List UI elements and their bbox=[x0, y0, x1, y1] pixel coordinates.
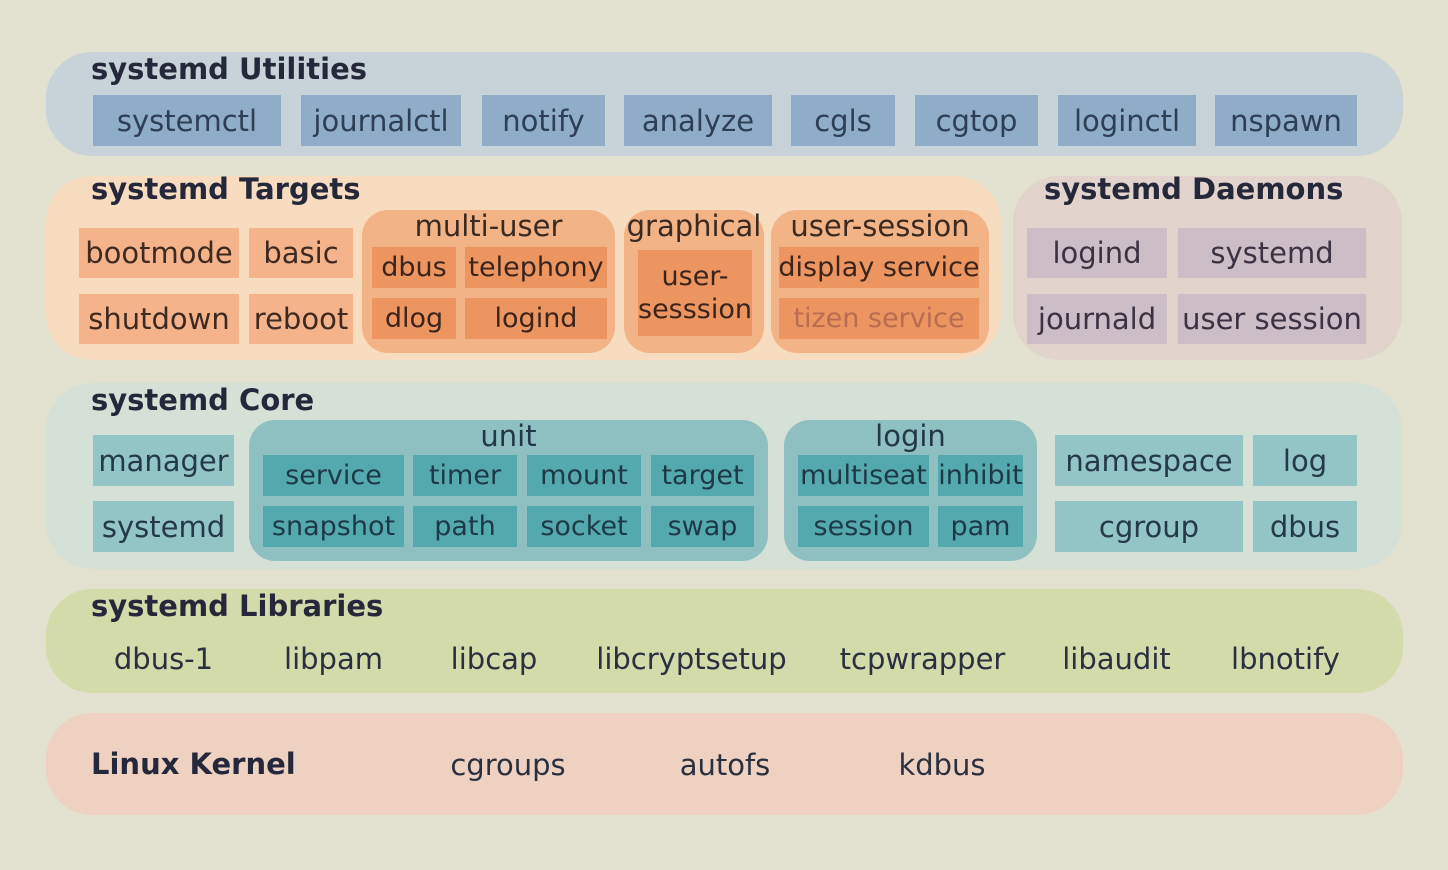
unit-swap: swap bbox=[651, 506, 754, 547]
multi-user-logind: logind bbox=[465, 298, 607, 339]
login-inhibit: inhibit bbox=[938, 455, 1023, 496]
user-session-display-service: display service bbox=[779, 247, 979, 288]
multi-user-dbus: dbus bbox=[372, 247, 456, 288]
utility-cgtop: cgtop bbox=[915, 95, 1038, 146]
core-log: log bbox=[1253, 435, 1357, 486]
target-reboot: reboot bbox=[249, 294, 353, 344]
user-session-tizen-service: tizen service bbox=[779, 298, 979, 339]
core-manager: manager bbox=[93, 435, 234, 486]
login-multiseat: multiseat bbox=[798, 455, 929, 496]
core-namespace: namespace bbox=[1055, 435, 1243, 486]
libraries-title: systemd Libraries bbox=[91, 589, 384, 623]
utility-nspawn: nspawn bbox=[1215, 95, 1357, 146]
core-systemd: systemd bbox=[93, 501, 234, 552]
unit-snapshot: snapshot bbox=[263, 506, 404, 547]
daemon-user-session: user session bbox=[1178, 294, 1366, 344]
library-libpam: libpam bbox=[284, 641, 383, 676]
unit-path: path bbox=[413, 506, 517, 547]
library-libcap: libcap bbox=[450, 641, 538, 676]
graphical-user-session: user- sesssion bbox=[638, 250, 752, 336]
library-dbus-1: dbus-1 bbox=[113, 641, 214, 676]
utility-journalctl: journalctl bbox=[301, 95, 461, 146]
library-libcryptsetup: libcryptsetup bbox=[596, 641, 787, 676]
daemon-logind: logind bbox=[1027, 228, 1167, 278]
kernel-layer bbox=[46, 713, 1403, 815]
unit-socket: socket bbox=[527, 506, 641, 547]
target-bootmode: bootmode bbox=[79, 228, 239, 278]
target-basic: basic bbox=[249, 228, 353, 278]
library-tcpwrapper: tcpwrapper bbox=[839, 641, 1006, 676]
utility-systemctl: systemctl bbox=[93, 95, 281, 146]
unit-label: unit bbox=[480, 419, 537, 453]
utility-analyze: analyze bbox=[624, 95, 772, 146]
multi-user-telephony: telephony bbox=[465, 247, 607, 288]
utility-notify: notify bbox=[482, 95, 605, 146]
utility-cgls: cgls bbox=[791, 95, 895, 146]
unit-target: target bbox=[651, 455, 754, 496]
login-label: login bbox=[875, 419, 946, 453]
unit-mount: mount bbox=[527, 455, 641, 496]
core-dbus: dbus bbox=[1253, 501, 1357, 552]
daemon-journald: journald bbox=[1027, 294, 1167, 344]
daemon-systemd: systemd bbox=[1178, 228, 1366, 278]
library-lbnotify: lbnotify bbox=[1231, 641, 1340, 676]
graphical-label: graphical bbox=[626, 209, 762, 243]
target-shutdown: shutdown bbox=[79, 294, 239, 344]
utility-loginctl: loginctl bbox=[1058, 95, 1196, 146]
core-title: systemd Core bbox=[91, 383, 315, 417]
kernel-kdbus: kdbus bbox=[898, 747, 986, 782]
multi-user-label: multi-user bbox=[414, 209, 563, 243]
user-session-label: user-session bbox=[790, 209, 970, 243]
login-session: session bbox=[798, 506, 929, 547]
core-cgroup: cgroup bbox=[1055, 501, 1243, 552]
multi-user-dlog: dlog bbox=[372, 298, 456, 339]
unit-timer: timer bbox=[413, 455, 517, 496]
kernel-cgroups: cgroups bbox=[450, 747, 566, 782]
login-pam: pam bbox=[938, 506, 1023, 547]
library-libaudit: libaudit bbox=[1062, 641, 1171, 676]
kernel-autofs: autofs bbox=[679, 747, 771, 782]
daemons-title: systemd Daemons bbox=[1044, 172, 1344, 206]
targets-title: systemd Targets bbox=[91, 172, 361, 206]
utilities-title: systemd Utilities bbox=[91, 52, 367, 86]
unit-service: service bbox=[263, 455, 404, 496]
libraries-layer bbox=[46, 589, 1403, 693]
kernel-title: Linux Kernel bbox=[91, 747, 296, 781]
